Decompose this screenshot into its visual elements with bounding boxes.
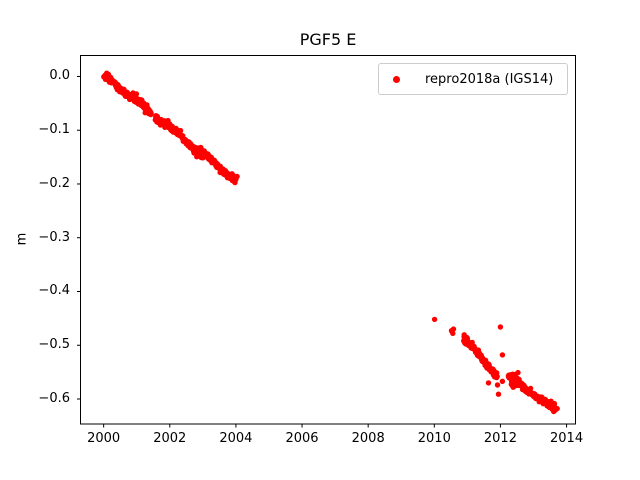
x-tick-label: 2004 — [219, 431, 253, 446]
x-tick-label: 2006 — [285, 431, 319, 446]
legend-marker-icon — [393, 75, 400, 83]
y-tick-label: −0.2 — [38, 175, 70, 191]
x-tick-label: 2002 — [153, 431, 187, 446]
x-tick-label: 2008 — [351, 431, 385, 446]
y-tick-label: −0.3 — [38, 229, 70, 245]
scatter-series-repro2018a — [101, 70, 560, 415]
x-tick-label: 2012 — [483, 431, 517, 446]
legend: repro2018a (IGS14) — [378, 63, 568, 95]
y-tick-label: −0.6 — [38, 391, 70, 406]
x-tick-label: 2000 — [87, 431, 121, 446]
x-tick-label: 2010 — [417, 431, 451, 446]
legend-label: repro2018a (IGS14) — [425, 71, 554, 87]
y-tick-label: −0.5 — [38, 337, 70, 353]
axes-spines — [80, 55, 576, 425]
y-tick-label: −0.1 — [38, 122, 70, 138]
y-tick-label: 0.0 — [49, 68, 70, 84]
y-tick-label: −0.4 — [38, 283, 70, 299]
chart-title: PGF5 E — [299, 30, 357, 49]
x-tick-label: 2014 — [550, 431, 584, 446]
